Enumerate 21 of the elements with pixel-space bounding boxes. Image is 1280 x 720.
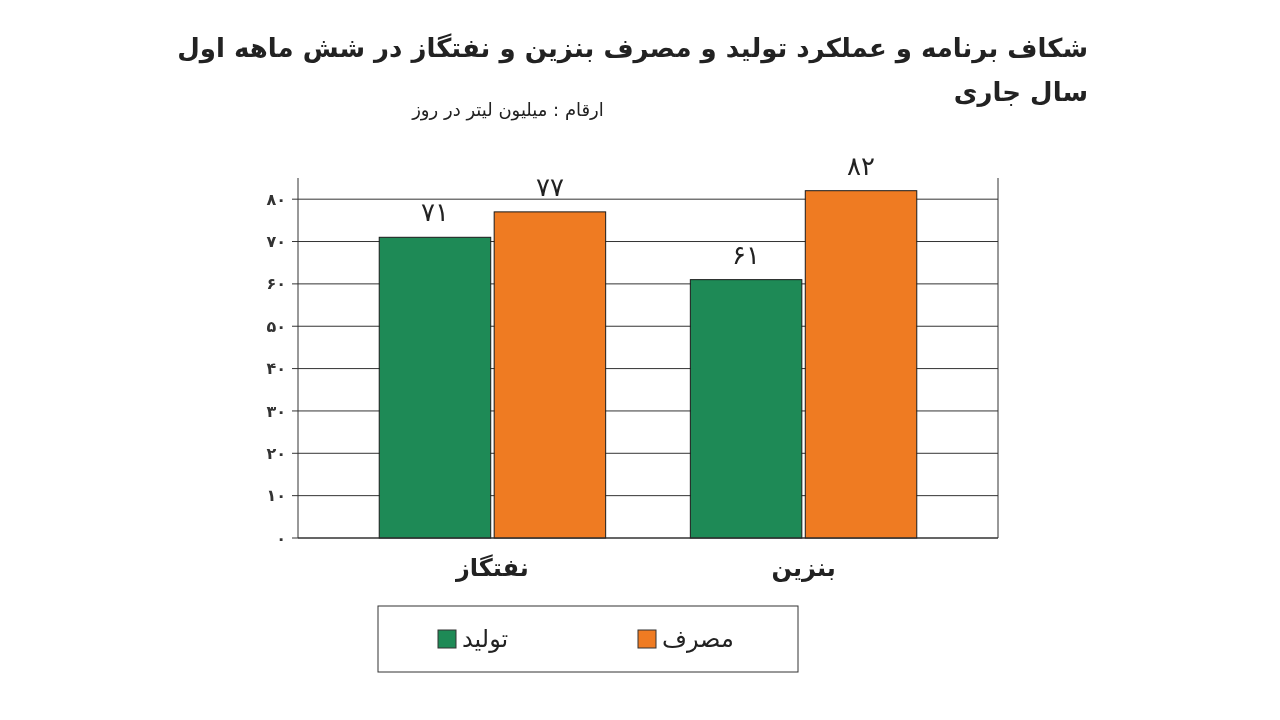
data-label: ۷۷: [535, 171, 564, 202]
bar: [689, 279, 803, 539]
bar: [378, 236, 492, 539]
data-label: ۶۱: [732, 239, 761, 270]
x-tick-label: نفتگاز: [455, 554, 529, 582]
y-tick-label: ۱۰: [266, 486, 286, 506]
data-label: ۸۲: [847, 150, 875, 181]
legend-label: تولید: [462, 625, 509, 654]
y-tick-label: ۸۰: [266, 189, 286, 209]
y-tick-label: ۳۰: [266, 401, 286, 421]
data-label: ۷۱: [421, 197, 449, 228]
legend-label: مصرف: [662, 625, 734, 654]
y-tick-label: ۴۰: [266, 359, 286, 379]
y-tick-label: ۰: [276, 528, 286, 548]
y-tick-label: ۶۰: [266, 274, 286, 294]
bar: [493, 211, 607, 539]
x-tick-label: بنزین: [771, 554, 836, 582]
y-tick-label: ۲۰: [266, 443, 286, 463]
y-tick-label: ۵۰: [266, 316, 286, 336]
y-tick-label: ۷۰: [266, 232, 286, 252]
bar: [804, 190, 918, 539]
